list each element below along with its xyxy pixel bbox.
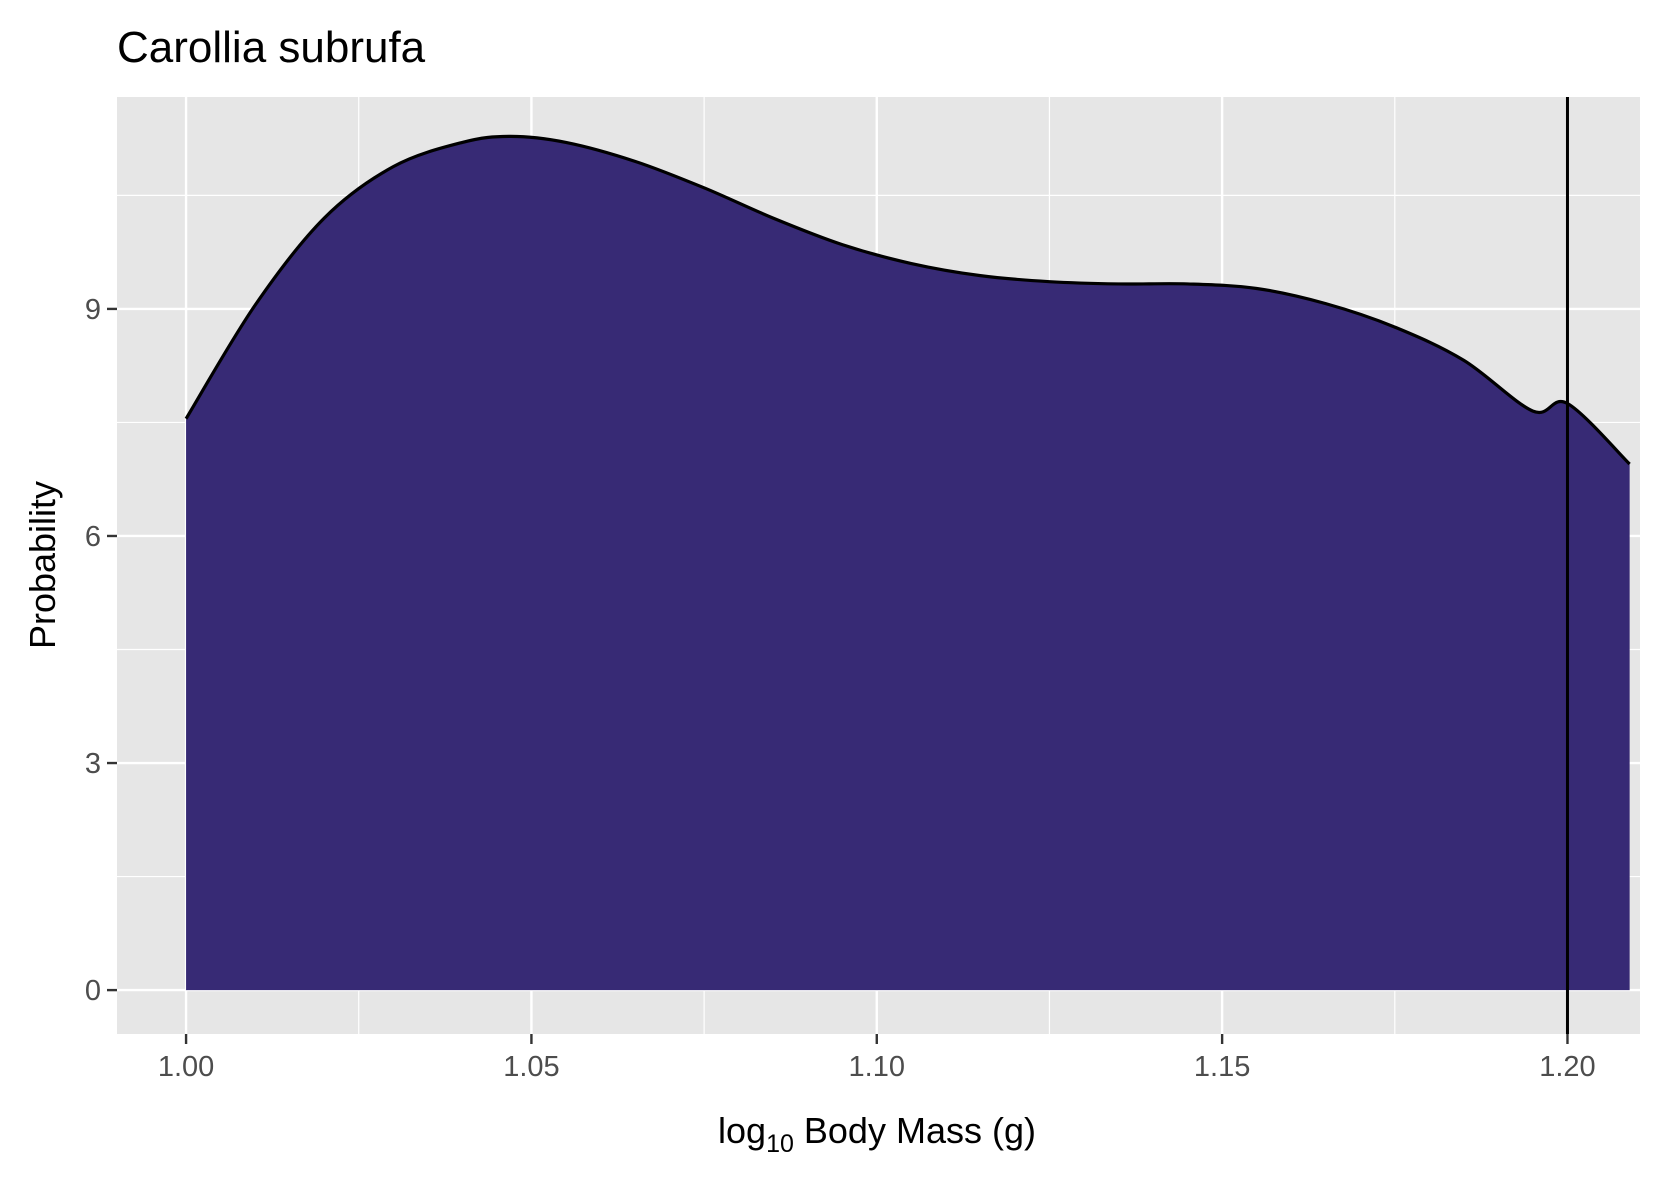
y-axis-title: Probability — [22, 481, 63, 649]
plot-panel — [117, 97, 1640, 1034]
x-tick-label: 1.20 — [1539, 1051, 1595, 1083]
chart-title: Carollia subrufa — [117, 23, 426, 72]
density-area — [186, 136, 1630, 991]
x-tick-label: 1.00 — [158, 1051, 214, 1083]
x-axis-title-rest: Body Mass (g) — [794, 1110, 1036, 1151]
x-tick-label: 1.05 — [503, 1051, 559, 1083]
x-tick-label: 1.10 — [849, 1051, 905, 1083]
y-tick-label: 6 — [85, 521, 101, 553]
x-axis-title-base: log — [718, 1110, 766, 1151]
x-tick-label: 1.15 — [1194, 1051, 1250, 1083]
density-line — [184, 134, 1631, 466]
x-axis-title-subscript: 10 — [766, 1130, 794, 1158]
x-axis: 1.00 1.05 1.10 1.15 1.20 — [158, 1034, 1596, 1083]
x-axis-title: log10 Body Mass (g) — [718, 1110, 1036, 1158]
y-tick-label: 3 — [85, 748, 101, 780]
y-tick-label: 9 — [85, 294, 101, 326]
y-axis: 0 3 6 9 — [85, 294, 117, 1007]
y-tick-label: 0 — [85, 975, 101, 1007]
